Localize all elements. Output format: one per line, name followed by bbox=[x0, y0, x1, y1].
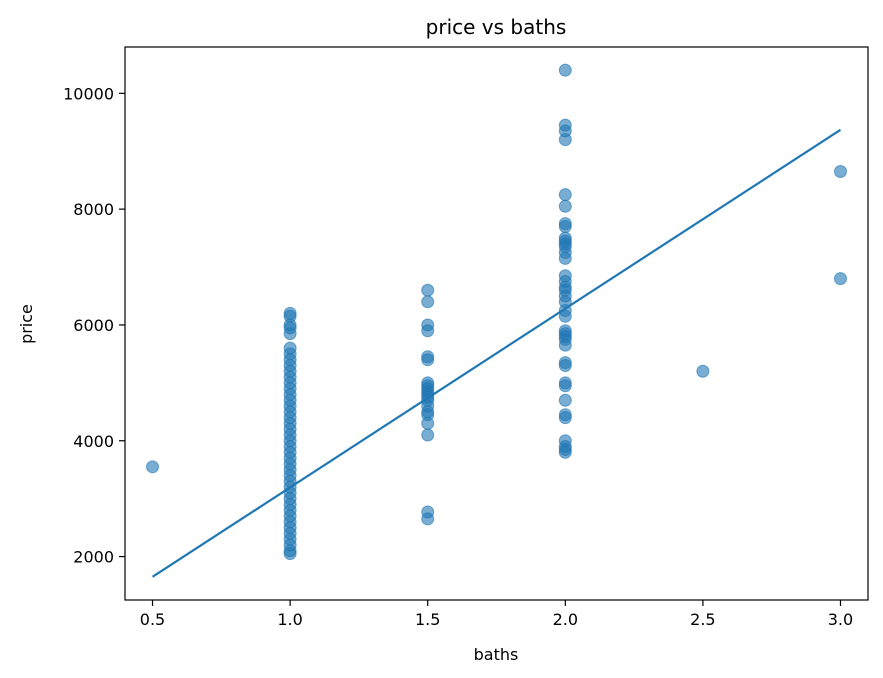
scatter-point bbox=[421, 428, 435, 442]
y-tick-label: 6000 bbox=[73, 316, 114, 335]
scatter-point bbox=[558, 251, 572, 265]
x-tick-label: 2.5 bbox=[690, 610, 715, 629]
scatter-point bbox=[558, 411, 572, 425]
x-tick-label: 2.0 bbox=[553, 610, 578, 629]
x-tick-label: 3.0 bbox=[828, 610, 853, 629]
y-tick-label: 2000 bbox=[73, 548, 114, 567]
scatter-point bbox=[558, 220, 572, 234]
scatter-point bbox=[833, 164, 847, 178]
x-axis-label: baths bbox=[474, 645, 519, 664]
plot-frame bbox=[124, 46, 869, 601]
scatter-point bbox=[421, 324, 435, 338]
scatter-point bbox=[146, 460, 160, 474]
fit-line-layer bbox=[151, 128, 842, 578]
scatter-point bbox=[558, 199, 572, 213]
scatter-point bbox=[421, 295, 435, 309]
y-tick-label: 8000 bbox=[73, 200, 114, 219]
scatter-point bbox=[421, 416, 435, 430]
scatter-point bbox=[558, 63, 572, 77]
scatter-point bbox=[558, 309, 572, 323]
scatter-point bbox=[283, 547, 297, 561]
points-layer bbox=[146, 63, 847, 561]
chart-title: price vs baths bbox=[426, 15, 567, 39]
scatter-point bbox=[421, 512, 435, 526]
scatter-point bbox=[558, 358, 572, 372]
scatter-point bbox=[558, 445, 572, 459]
scatter-point bbox=[421, 353, 435, 367]
scatter-point bbox=[558, 379, 572, 393]
x-ticks: 0.5 1.0 1.5 2.0 2.5 3.0 bbox=[140, 600, 853, 629]
x-tick-label: 1.0 bbox=[277, 610, 302, 629]
scatter-point bbox=[283, 327, 297, 341]
y-axis-label: price bbox=[17, 304, 36, 344]
y-tick-label: 10000 bbox=[63, 84, 114, 103]
plot-area bbox=[125, 47, 868, 600]
scatter-point bbox=[558, 188, 572, 202]
y-tick-label: 4000 bbox=[73, 432, 114, 451]
scatter-point bbox=[558, 133, 572, 147]
scatter-point bbox=[558, 338, 572, 352]
scatter-point bbox=[421, 283, 435, 297]
x-tick-label: 0.5 bbox=[140, 610, 165, 629]
scatter-point bbox=[558, 393, 572, 407]
scatter-point bbox=[696, 364, 710, 378]
scatter-point bbox=[833, 272, 847, 286]
fit-line bbox=[151, 128, 842, 578]
x-tick-label: 1.5 bbox=[415, 610, 440, 629]
y-ticks: 2000 4000 6000 8000 10000 bbox=[63, 84, 125, 567]
